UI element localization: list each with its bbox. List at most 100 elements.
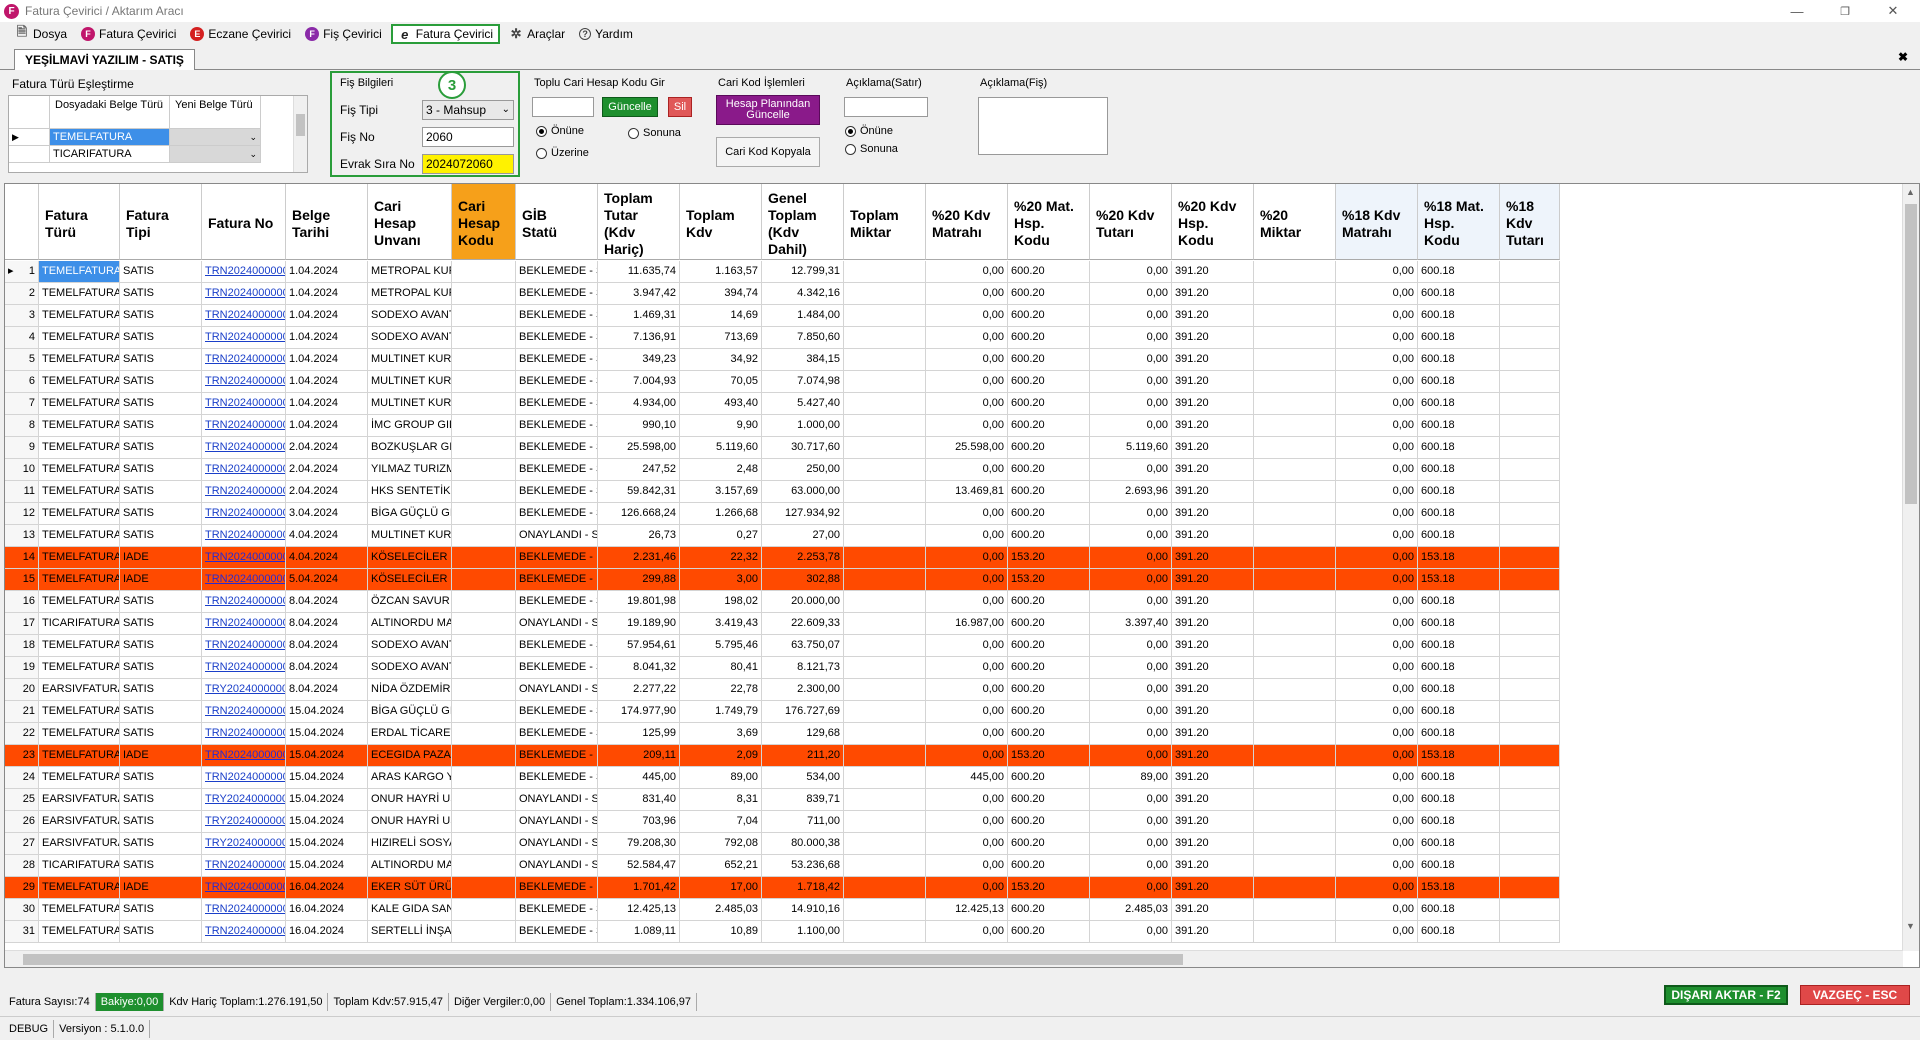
table-cell[interactable]	[1254, 679, 1336, 701]
table-cell[interactable]	[452, 833, 516, 855]
table-cell[interactable]	[1254, 261, 1336, 283]
row-number[interactable]: 21	[5, 701, 39, 723]
table-cell[interactable]	[844, 635, 926, 657]
fis-no-input[interactable]: 2060	[422, 127, 514, 147]
table-cell[interactable]: 0,00	[1090, 701, 1172, 723]
table-cell[interactable]: 22.609,33	[762, 613, 844, 635]
table-cell[interactable]	[1500, 327, 1560, 349]
table-row[interactable]: ▸1TEMELFATURASATISTRN20240000000...1.04.…	[5, 261, 1903, 283]
table-cell[interactable]: 0,00	[1336, 525, 1418, 547]
table-cell[interactable]	[1254, 701, 1336, 723]
table-cell[interactable]: 15.04.2024	[286, 811, 368, 833]
table-cell[interactable]	[1500, 371, 1560, 393]
table-cell[interactable]	[1254, 459, 1336, 481]
row-number[interactable]: ▸ 1	[5, 261, 39, 283]
table-cell[interactable]: SATIS	[120, 525, 202, 547]
table-cell[interactable]	[452, 767, 516, 789]
scroll-up-icon[interactable]: ▲	[1906, 187, 1915, 197]
table-cell[interactable]: BEKLEMEDE - SA...	[516, 481, 598, 503]
table-cell[interactable]: SODEXO AVANT...	[368, 305, 452, 327]
table-cell[interactable]	[1500, 767, 1560, 789]
table-cell[interactable]	[1500, 701, 1560, 723]
table-cell[interactable]: 8.04.2024	[286, 635, 368, 657]
table-row[interactable]: 26EARSIVFATURASATISTRY20240000000...15.0…	[5, 811, 1903, 833]
table-cell[interactable]: 600.20	[1008, 503, 1090, 525]
table-cell[interactable]: BEKLEMEDE - SA...	[516, 635, 598, 657]
tab-yesilmavi-satis[interactable]: YEŞİLMAVİ YAZILIM - SATIŞ	[14, 49, 195, 70]
table-cell[interactable]: 1.749,79	[680, 701, 762, 723]
table-cell[interactable]: SATIS	[120, 481, 202, 503]
table-cell[interactable]: YILMAZ TURIZM ...	[368, 459, 452, 481]
table-cell[interactable]: 0,00	[1336, 349, 1418, 371]
table-cell[interactable]: 3.157,69	[680, 481, 762, 503]
table-cell[interactable]: 2.231,46	[598, 547, 680, 569]
table-cell[interactable]: 600.20	[1008, 635, 1090, 657]
table-cell[interactable]: 26,73	[598, 525, 680, 547]
fatura-no-link[interactable]: TRN20240000000...	[202, 547, 286, 569]
table-cell[interactable]	[844, 855, 926, 877]
table-row[interactable]: 5TEMELFATURASATISTRN20240000000...1.04.2…	[5, 349, 1903, 371]
table-cell[interactable]: TEMELFATURA	[39, 349, 120, 371]
table-cell[interactable]: 391.20	[1172, 349, 1254, 371]
table-cell[interactable]: 153.18	[1418, 745, 1500, 767]
table-cell[interactable]: 0,00	[926, 877, 1008, 899]
row-number[interactable]: 29	[5, 877, 39, 899]
table-cell[interactable]: 3.04.2024	[286, 503, 368, 525]
table-cell[interactable]	[1254, 877, 1336, 899]
table-cell[interactable]: 153.18	[1418, 877, 1500, 899]
table-cell[interactable]: BEKLEMEDE - SA...	[516, 437, 598, 459]
table-cell[interactable]: 8.04.2024	[286, 679, 368, 701]
table-cell[interactable]: 2.04.2024	[286, 437, 368, 459]
table-cell[interactable]	[452, 459, 516, 481]
table-cell[interactable]: 0,00	[1090, 723, 1172, 745]
table-cell[interactable]	[1500, 283, 1560, 305]
column-header-11[interactable]: Toplam Miktar	[844, 184, 926, 260]
table-cell[interactable]: 0,00	[926, 393, 1008, 415]
table-cell[interactable]	[1254, 371, 1336, 393]
table-cell[interactable]: 8.121,73	[762, 657, 844, 679]
table-cell[interactable]: 384,15	[762, 349, 844, 371]
table-row[interactable]: 7TEMELFATURASATISTRN20240000000...1.04.2…	[5, 393, 1903, 415]
table-cell[interactable]	[452, 305, 516, 327]
table-cell[interactable]	[1254, 921, 1336, 943]
table-cell[interactable]	[1500, 833, 1560, 855]
table-cell[interactable]: BEKLEMEDE - SA...	[516, 393, 598, 415]
fatura-no-link[interactable]: TRN20240000000...	[202, 503, 286, 525]
table-cell[interactable]: 0,00	[1090, 305, 1172, 327]
tab-close-icon[interactable]: ✖	[1897, 50, 1908, 64]
table-cell[interactable]	[844, 723, 926, 745]
table-cell[interactable]: 209,11	[598, 745, 680, 767]
table-cell[interactable]: 600.18	[1418, 481, 1500, 503]
table-cell[interactable]	[1500, 459, 1560, 481]
table-cell[interactable]: BEKLEMEDE - SA...	[516, 701, 598, 723]
table-cell[interactable]: 0,00	[926, 305, 1008, 327]
table-cell[interactable]: 0,00	[1336, 811, 1418, 833]
table-cell[interactable]	[844, 877, 926, 899]
table-cell[interactable]: BEKLEMEDE - SA...	[516, 767, 598, 789]
table-cell[interactable]: 391.20	[1172, 723, 1254, 745]
table-cell[interactable]: SODEXO AVANT...	[368, 657, 452, 679]
table-cell[interactable]: SATIS	[120, 591, 202, 613]
table-cell[interactable]: ONAYLANDI - S...	[516, 679, 598, 701]
table-cell[interactable]: 20.000,00	[762, 591, 844, 613]
toplu-radio-onune[interactable]: Önüne	[536, 125, 584, 137]
table-cell[interactable]	[1500, 723, 1560, 745]
table-cell[interactable]: SATIS	[120, 261, 202, 283]
table-cell[interactable]: 600.20	[1008, 833, 1090, 855]
table-cell[interactable]: 7.850,60	[762, 327, 844, 349]
table-cell[interactable]: 0,00	[1336, 855, 1418, 877]
fatura-no-link[interactable]: TRN20240000000...	[202, 855, 286, 877]
fatura-no-link[interactable]: TRN20240000000...	[202, 877, 286, 899]
table-row[interactable]: 4TEMELFATURASATISTRN20240000000...1.04.2…	[5, 327, 1903, 349]
table-cell[interactable]: 0,00	[1336, 921, 1418, 943]
table-cell[interactable]: 391.20	[1172, 899, 1254, 921]
table-cell[interactable]: 0,00	[926, 811, 1008, 833]
row-number[interactable]: 27	[5, 833, 39, 855]
table-cell[interactable]: 30.717,60	[762, 437, 844, 459]
table-cell[interactable]: TEMELFATURA	[39, 283, 120, 305]
table-cell[interactable]: 652,21	[680, 855, 762, 877]
table-cell[interactable]	[1500, 547, 1560, 569]
table-cell[interactable]: 7.074,98	[762, 371, 844, 393]
table-cell[interactable]: 391.20	[1172, 767, 1254, 789]
fatura-no-link[interactable]: TRN20240000000...	[202, 283, 286, 305]
